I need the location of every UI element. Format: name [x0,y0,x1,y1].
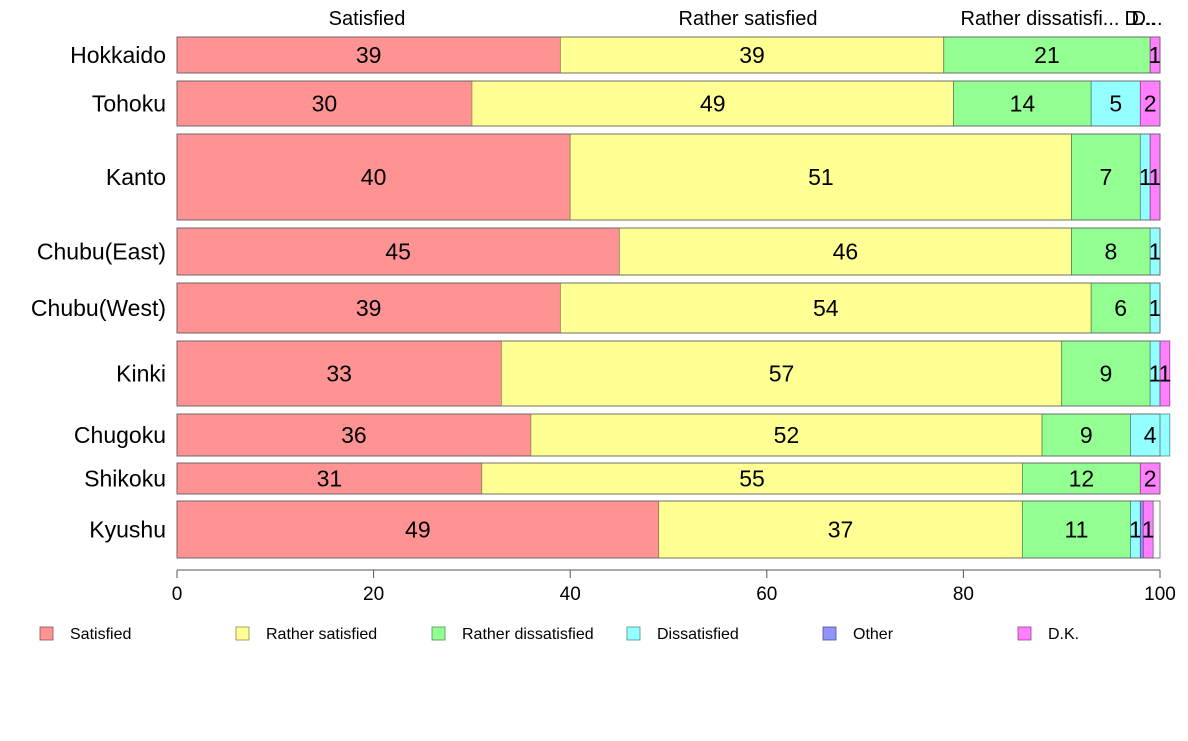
bar-value-chubu-west-rather-dissatisfied: 6 [1114,295,1127,321]
bar-outline-hokkaido [176,36,1161,74]
legend-swatch-satisfied [39,626,54,641]
x-tick-label-60: 60 [756,584,777,605]
category-label-kyushu: Kyushu [89,517,166,543]
bar-kinki-rather-satisfied [500,340,1063,407]
bar-value-kanto-rather-dissatisfied: 7 [1100,164,1113,190]
top-label-rather-dissatisfi-2: Rather dissatisfi... [961,8,1120,30]
bar-value-kyushu-rather-dissatisfied: 11 [1064,517,1088,543]
bar-value-chubu-east-dissatisfied: 1 [1149,239,1162,265]
top-label-rather-satisfied-1: Rather satisfied [679,8,818,30]
category-label-kinki: Kinki [116,361,166,387]
bar-kyushu-satisfied [176,500,660,559]
legend-label-satisfied: Satisfied [70,626,131,643]
category-label-shikoku: Shikoku [84,466,166,492]
bar-outline-shikoku [176,462,1161,495]
bar-value-kinki-rather-satisfied: 57 [769,361,795,387]
bar-value-kinki-satisfied: 33 [326,361,352,387]
bar-value-chubu-east-rather-satisfied: 46 [833,239,859,265]
bar-chugoku-rather-satisfied [530,413,1043,457]
bar-value-kinki-dissatisfied: 1 [1149,361,1162,387]
bar-value-chugoku-rather-satisfied: 52 [774,422,800,448]
bar-value-chugoku-satisfied: 36 [341,422,367,448]
bar-chubu-west-rather-satisfied [559,282,1092,334]
bar-outline-chugoku [176,413,1161,457]
legend-label-dissatisfied: Dissatisfied [657,626,739,643]
bar-outline-kinki [176,340,1161,407]
bar-chubu-west-satisfied [176,282,561,334]
bar-kyushu-rather-satisfied [658,500,1023,559]
bar-value-tohoku-satisfied: 30 [312,91,338,117]
legend-label-d-k: D.K. [1048,626,1079,643]
bar-outline-chubu-west [176,282,1161,334]
bar-value-kyushu-dissatisfied: 1 [1129,517,1142,543]
bar-chubu-east-satisfied [176,227,620,276]
category-label-kanto: Kanto [106,164,166,190]
category-label-hokkaido: Hokkaido [70,42,166,68]
bar-value-tohoku-rather-dissatisfied: 14 [1010,91,1036,117]
top-label-satisfied-0: Satisfied [329,8,406,30]
bar-value-kinki-d-k: 1 [1159,361,1172,387]
bar-value-kanto-rather-satisfied: 51 [808,164,834,190]
bar-outline-chubu-east [176,227,1161,276]
bar-value-hokkaido-satisfied: 39 [356,42,382,68]
bar-value-shikoku-rather-satisfied: 55 [739,466,765,492]
bar-kanto-satisfied [176,133,571,221]
legend-swatch-d-k [1017,626,1032,641]
bar-value-kanto-satisfied: 40 [361,164,387,190]
bar-outline-tohoku [176,80,1161,127]
legend-label-rather-satisfied: Rather satisfied [266,626,377,643]
bar-value-hokkaido-d-k: 1 [1149,42,1162,68]
top-label-d-3: D... [1124,8,1155,30]
bar-value-chubu-west-satisfied: 39 [356,295,382,321]
bar-value-kyushu-rather-satisfied: 37 [828,517,854,543]
bar-kanto-rather-satisfied [569,133,1072,221]
bar-value-hokkaido-rather-satisfied: 39 [739,42,765,68]
bar-value-chugoku-dissatisfied: 4 [1144,422,1157,448]
x-tick-label-20: 20 [363,584,384,605]
bar-value-chubu-west-dissatisfied: 1 [1149,295,1162,321]
x-tick-label-40: 40 [560,584,581,605]
legend-swatch-rather-dissatisfied [431,626,446,641]
x-tick-label-100: 100 [1144,584,1176,605]
bar-chugoku-satisfied [176,413,532,457]
bar-value-shikoku-rather-dissatisfied: 12 [1069,466,1095,492]
bar-tohoku-dissatisfied [1090,80,1141,127]
top-label-d-4: D... [1131,8,1162,30]
bar-value-shikoku-d-k: 2 [1144,466,1157,492]
bar-value-shikoku-satisfied: 31 [317,466,343,492]
category-label-chubu-west: Chubu(West) [31,295,166,321]
bar-value-kanto-dissatisfied: 1 [1139,164,1152,190]
bar-value-tohoku-dissatisfied: 5 [1109,91,1122,117]
x-tick-label-80: 80 [953,584,974,605]
legend-swatch-rather-satisfied [235,626,250,641]
bar-outline-kyushu [176,500,1161,559]
legend-label-other: Other [853,626,894,643]
bar-shikoku-rather-satisfied [481,462,1023,495]
bar-value-tohoku-rather-satisfied: 49 [700,91,726,117]
legend-label-rather-dissatisfied: Rather dissatisfied [462,626,594,643]
bar-value-chubu-east-rather-dissatisfied: 8 [1104,239,1117,265]
category-label-chubu-east: Chubu(East) [37,239,166,265]
bar-value-kyushu-satisfied: 49 [405,517,431,543]
bar-value-kyushu-d-k: 1 [1142,517,1155,543]
bar-outline-kanto [176,133,1161,221]
legend-swatch-dissatisfied [626,626,641,641]
bar-kanto-rather-dissatisfied [1071,133,1141,221]
legend-swatch-other [822,626,837,641]
bar-chubu-east-rather-satisfied [618,227,1072,276]
bar-value-chubu-east-satisfied: 45 [385,239,411,265]
category-label-chugoku: Chugoku [74,422,166,448]
bar-value-kanto-d-k: 1 [1149,164,1162,190]
bar-value-chugoku-rather-dissatisfied: 9 [1080,422,1093,448]
bar-value-chubu-west-rather-satisfied: 54 [813,295,839,321]
bar-value-tohoku-d-k: 2 [1144,91,1157,117]
x-tick-label-0: 0 [172,584,183,605]
bar-value-hokkaido-rather-dissatisfied: 21 [1034,42,1060,68]
category-label-tohoku: Tohoku [92,91,166,117]
bar-value-kinki-rather-dissatisfied: 9 [1100,361,1113,387]
bar-chugoku-dissatisfied [1130,413,1171,457]
